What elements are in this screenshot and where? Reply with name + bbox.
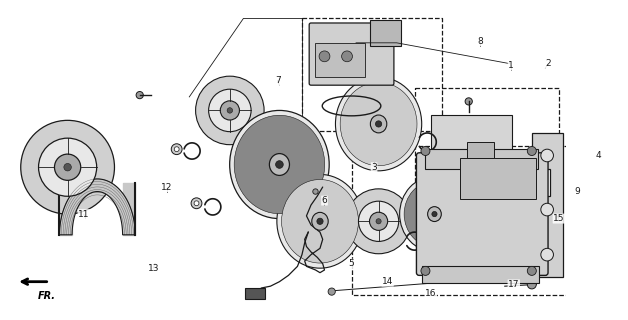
Ellipse shape: [247, 130, 311, 199]
Text: 11: 11: [78, 210, 90, 219]
Polygon shape: [60, 179, 135, 235]
Circle shape: [191, 198, 202, 209]
Circle shape: [346, 189, 411, 254]
Bar: [302, 19, 441, 131]
Bar: [467, 142, 494, 158]
Circle shape: [528, 266, 536, 276]
Text: 12: 12: [161, 182, 173, 192]
Ellipse shape: [317, 218, 323, 224]
Circle shape: [21, 120, 114, 214]
Ellipse shape: [300, 200, 340, 243]
Bar: [460, 158, 536, 199]
Circle shape: [328, 288, 335, 295]
Ellipse shape: [305, 205, 335, 237]
Circle shape: [38, 138, 97, 196]
Ellipse shape: [359, 103, 398, 145]
Bar: [414, 88, 559, 223]
Text: 7: 7: [275, 76, 281, 85]
Ellipse shape: [422, 201, 447, 228]
Text: 6: 6: [322, 196, 327, 205]
FancyBboxPatch shape: [309, 23, 394, 85]
Ellipse shape: [296, 195, 344, 248]
Ellipse shape: [243, 125, 316, 204]
Ellipse shape: [413, 191, 456, 237]
Ellipse shape: [291, 190, 349, 253]
Text: 5: 5: [349, 259, 354, 268]
Text: 9: 9: [574, 187, 580, 196]
Circle shape: [421, 147, 430, 156]
Bar: [431, 115, 512, 164]
Ellipse shape: [239, 120, 320, 209]
Circle shape: [541, 203, 553, 216]
Ellipse shape: [364, 108, 394, 140]
Ellipse shape: [281, 180, 359, 263]
Ellipse shape: [428, 207, 441, 221]
Bar: [425, 149, 538, 169]
Bar: [422, 266, 539, 283]
Circle shape: [220, 101, 239, 120]
Ellipse shape: [277, 174, 363, 268]
Ellipse shape: [371, 115, 387, 133]
Ellipse shape: [404, 181, 465, 247]
Circle shape: [541, 248, 553, 261]
Ellipse shape: [335, 77, 422, 171]
Circle shape: [174, 147, 179, 152]
Ellipse shape: [286, 185, 354, 258]
Circle shape: [541, 149, 553, 162]
Bar: [315, 43, 365, 77]
Ellipse shape: [252, 135, 306, 194]
Bar: [352, 147, 572, 295]
Polygon shape: [532, 133, 563, 277]
Text: 17: 17: [508, 280, 519, 289]
Circle shape: [319, 51, 330, 62]
Text: FR.: FR.: [38, 291, 56, 301]
Text: 16: 16: [425, 289, 436, 298]
Ellipse shape: [230, 110, 329, 219]
Circle shape: [64, 164, 72, 171]
Text: 3: 3: [371, 163, 377, 172]
FancyBboxPatch shape: [416, 153, 548, 276]
Text: 4: 4: [596, 151, 602, 160]
Circle shape: [465, 98, 472, 105]
Ellipse shape: [354, 98, 403, 150]
Text: 14: 14: [382, 277, 393, 286]
Circle shape: [342, 51, 352, 62]
Circle shape: [171, 144, 182, 155]
Ellipse shape: [311, 212, 328, 230]
Ellipse shape: [276, 161, 283, 168]
Text: 8: 8: [477, 36, 484, 45]
Ellipse shape: [269, 154, 290, 175]
Text: 2: 2: [545, 59, 551, 68]
Circle shape: [227, 108, 232, 113]
Text: 15: 15: [553, 214, 565, 223]
Circle shape: [528, 147, 536, 156]
Circle shape: [136, 92, 143, 99]
Ellipse shape: [345, 87, 413, 161]
Ellipse shape: [340, 82, 417, 166]
Text: 1: 1: [508, 61, 514, 70]
Ellipse shape: [409, 186, 460, 242]
Ellipse shape: [418, 196, 452, 232]
Text: 13: 13: [148, 264, 159, 273]
Bar: [245, 288, 265, 299]
Circle shape: [528, 280, 536, 289]
Circle shape: [55, 154, 81, 180]
Circle shape: [369, 212, 387, 230]
Circle shape: [195, 76, 264, 145]
Circle shape: [313, 189, 318, 194]
Ellipse shape: [257, 140, 302, 189]
Bar: [369, 20, 401, 45]
Circle shape: [376, 219, 381, 224]
Ellipse shape: [376, 121, 382, 127]
Ellipse shape: [399, 176, 469, 252]
Ellipse shape: [261, 145, 298, 184]
Circle shape: [208, 89, 251, 132]
Circle shape: [421, 266, 430, 276]
Ellipse shape: [350, 92, 408, 156]
Circle shape: [359, 201, 399, 241]
Circle shape: [194, 201, 199, 206]
Ellipse shape: [432, 212, 437, 217]
Ellipse shape: [234, 115, 325, 214]
